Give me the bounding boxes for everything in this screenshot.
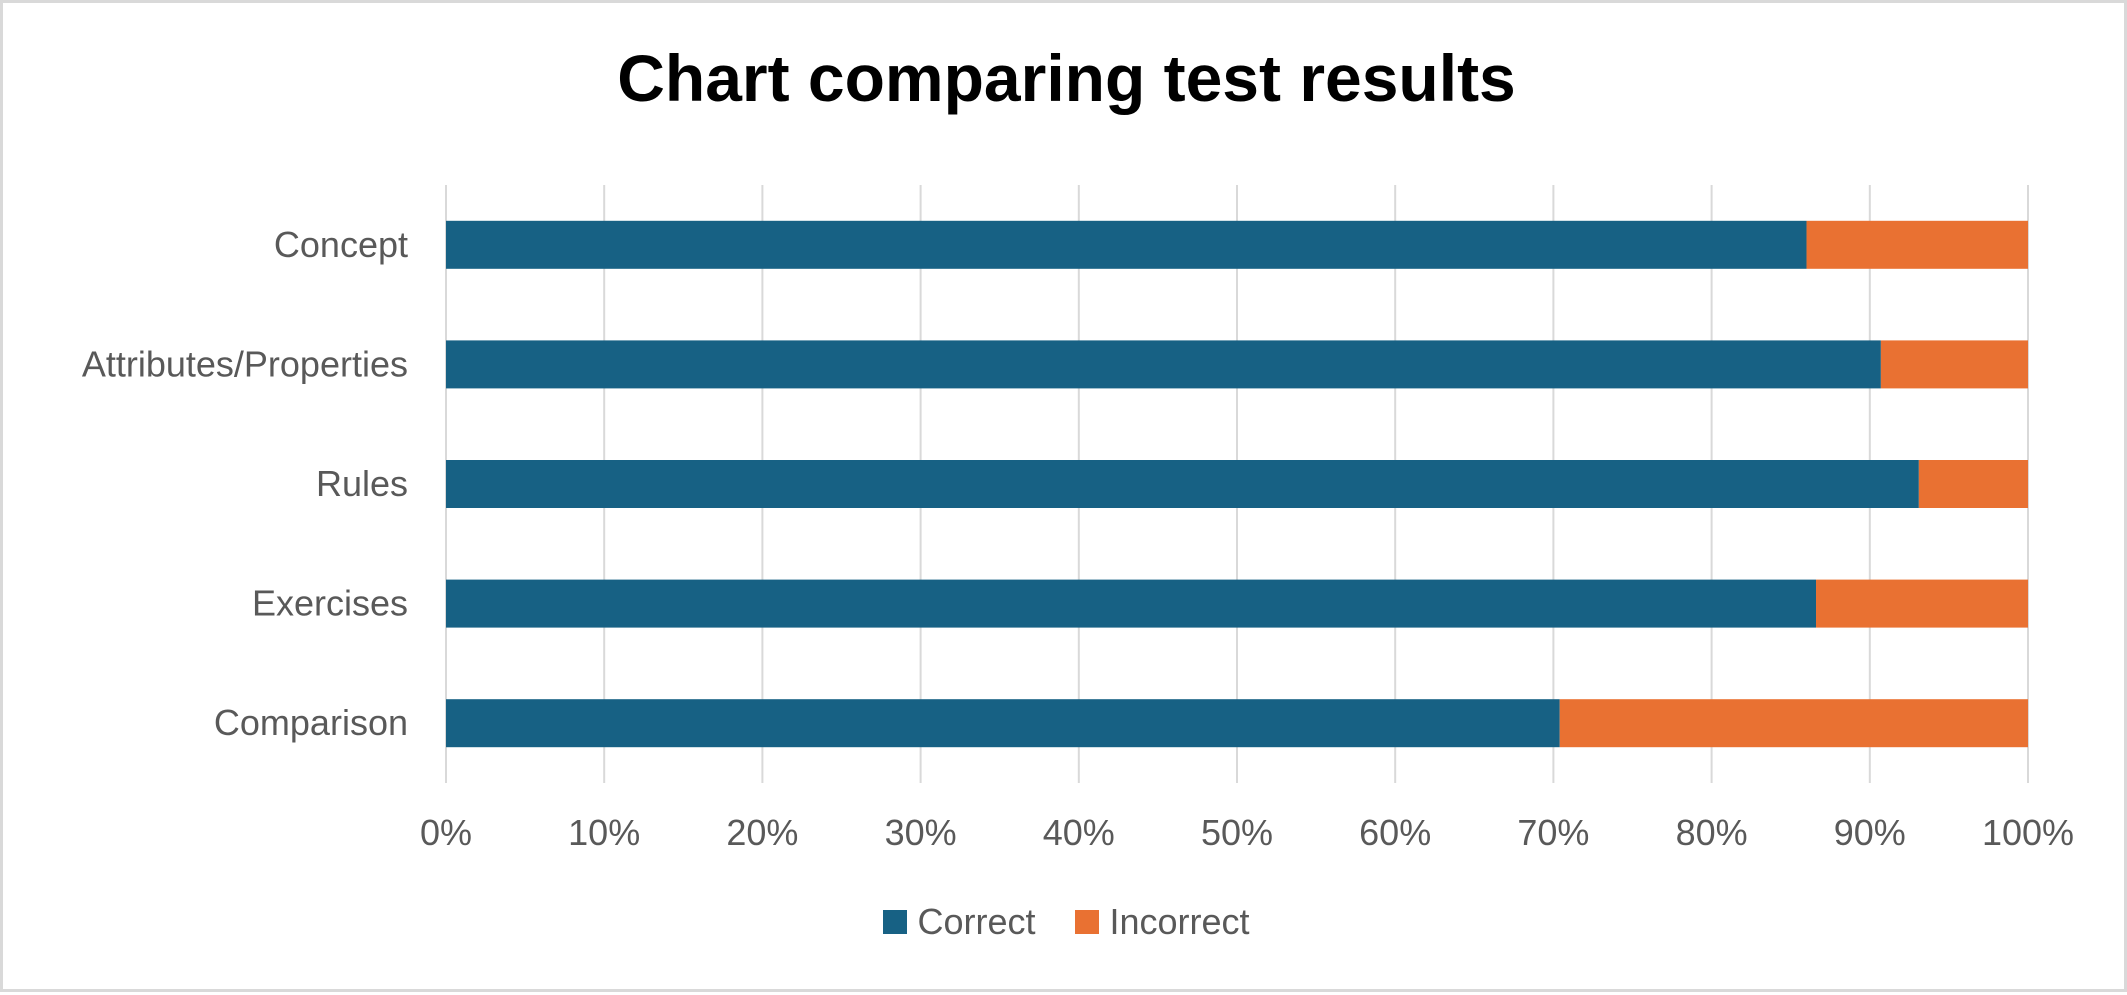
bar-correct bbox=[446, 220, 1807, 269]
category-labels: Concept Attributes/Properties Rules Exercis… bbox=[82, 224, 408, 743]
category-label: Attributes/Properties bbox=[82, 343, 408, 384]
legend-swatch-incorrect bbox=[1075, 910, 1100, 934]
chart-title: Chart comparing test results bbox=[617, 41, 1516, 115]
x-tick-label: 80% bbox=[1676, 812, 1748, 853]
plot-area: Concept Attributes/Properties Rules Exercis… bbox=[82, 185, 2074, 853]
bar-correct bbox=[446, 460, 1919, 508]
bar-incorrect bbox=[1816, 579, 2028, 628]
x-tick-label: 60% bbox=[1359, 812, 1431, 853]
legend-item-correct: Correct bbox=[883, 901, 1035, 943]
bar-incorrect bbox=[1880, 340, 2028, 389]
x-tick-label: 40% bbox=[1043, 812, 1115, 853]
category-label: Exercises bbox=[252, 583, 408, 624]
legend: Correct Incorrect bbox=[3, 901, 2127, 943]
bar-correct bbox=[446, 699, 1560, 748]
x-tick-label: 50% bbox=[1201, 812, 1273, 853]
x-tick-labels: 0% 10% 20% 30% 40% 50% 60% 70% 80% 90% 100% bbox=[420, 812, 2074, 853]
category-label: Concept bbox=[274, 224, 408, 265]
legend-label-correct: Correct bbox=[917, 901, 1036, 942]
x-tick-label: 90% bbox=[1834, 812, 1906, 853]
bars bbox=[446, 220, 2028, 748]
bar-incorrect bbox=[1806, 220, 2028, 269]
category-label: Comparison bbox=[214, 702, 408, 743]
legend-item-incorrect: Incorrect bbox=[1075, 901, 1250, 943]
bar-incorrect bbox=[1559, 699, 2028, 748]
x-tick-label: 10% bbox=[568, 812, 640, 853]
bar-correct bbox=[446, 579, 1817, 628]
legend-swatch-correct bbox=[883, 910, 908, 934]
bar-incorrect bbox=[1918, 460, 2028, 508]
legend-label-incorrect: Incorrect bbox=[1109, 901, 1250, 942]
category-label: Rules bbox=[316, 463, 408, 504]
x-tick-label: 0% bbox=[420, 812, 472, 853]
x-tick-label: 100% bbox=[1982, 812, 2074, 853]
x-tick-label: 70% bbox=[1517, 812, 1589, 853]
x-tick-label: 20% bbox=[726, 812, 798, 853]
x-tick-label: 30% bbox=[885, 812, 957, 853]
bar-correct bbox=[446, 340, 1881, 389]
